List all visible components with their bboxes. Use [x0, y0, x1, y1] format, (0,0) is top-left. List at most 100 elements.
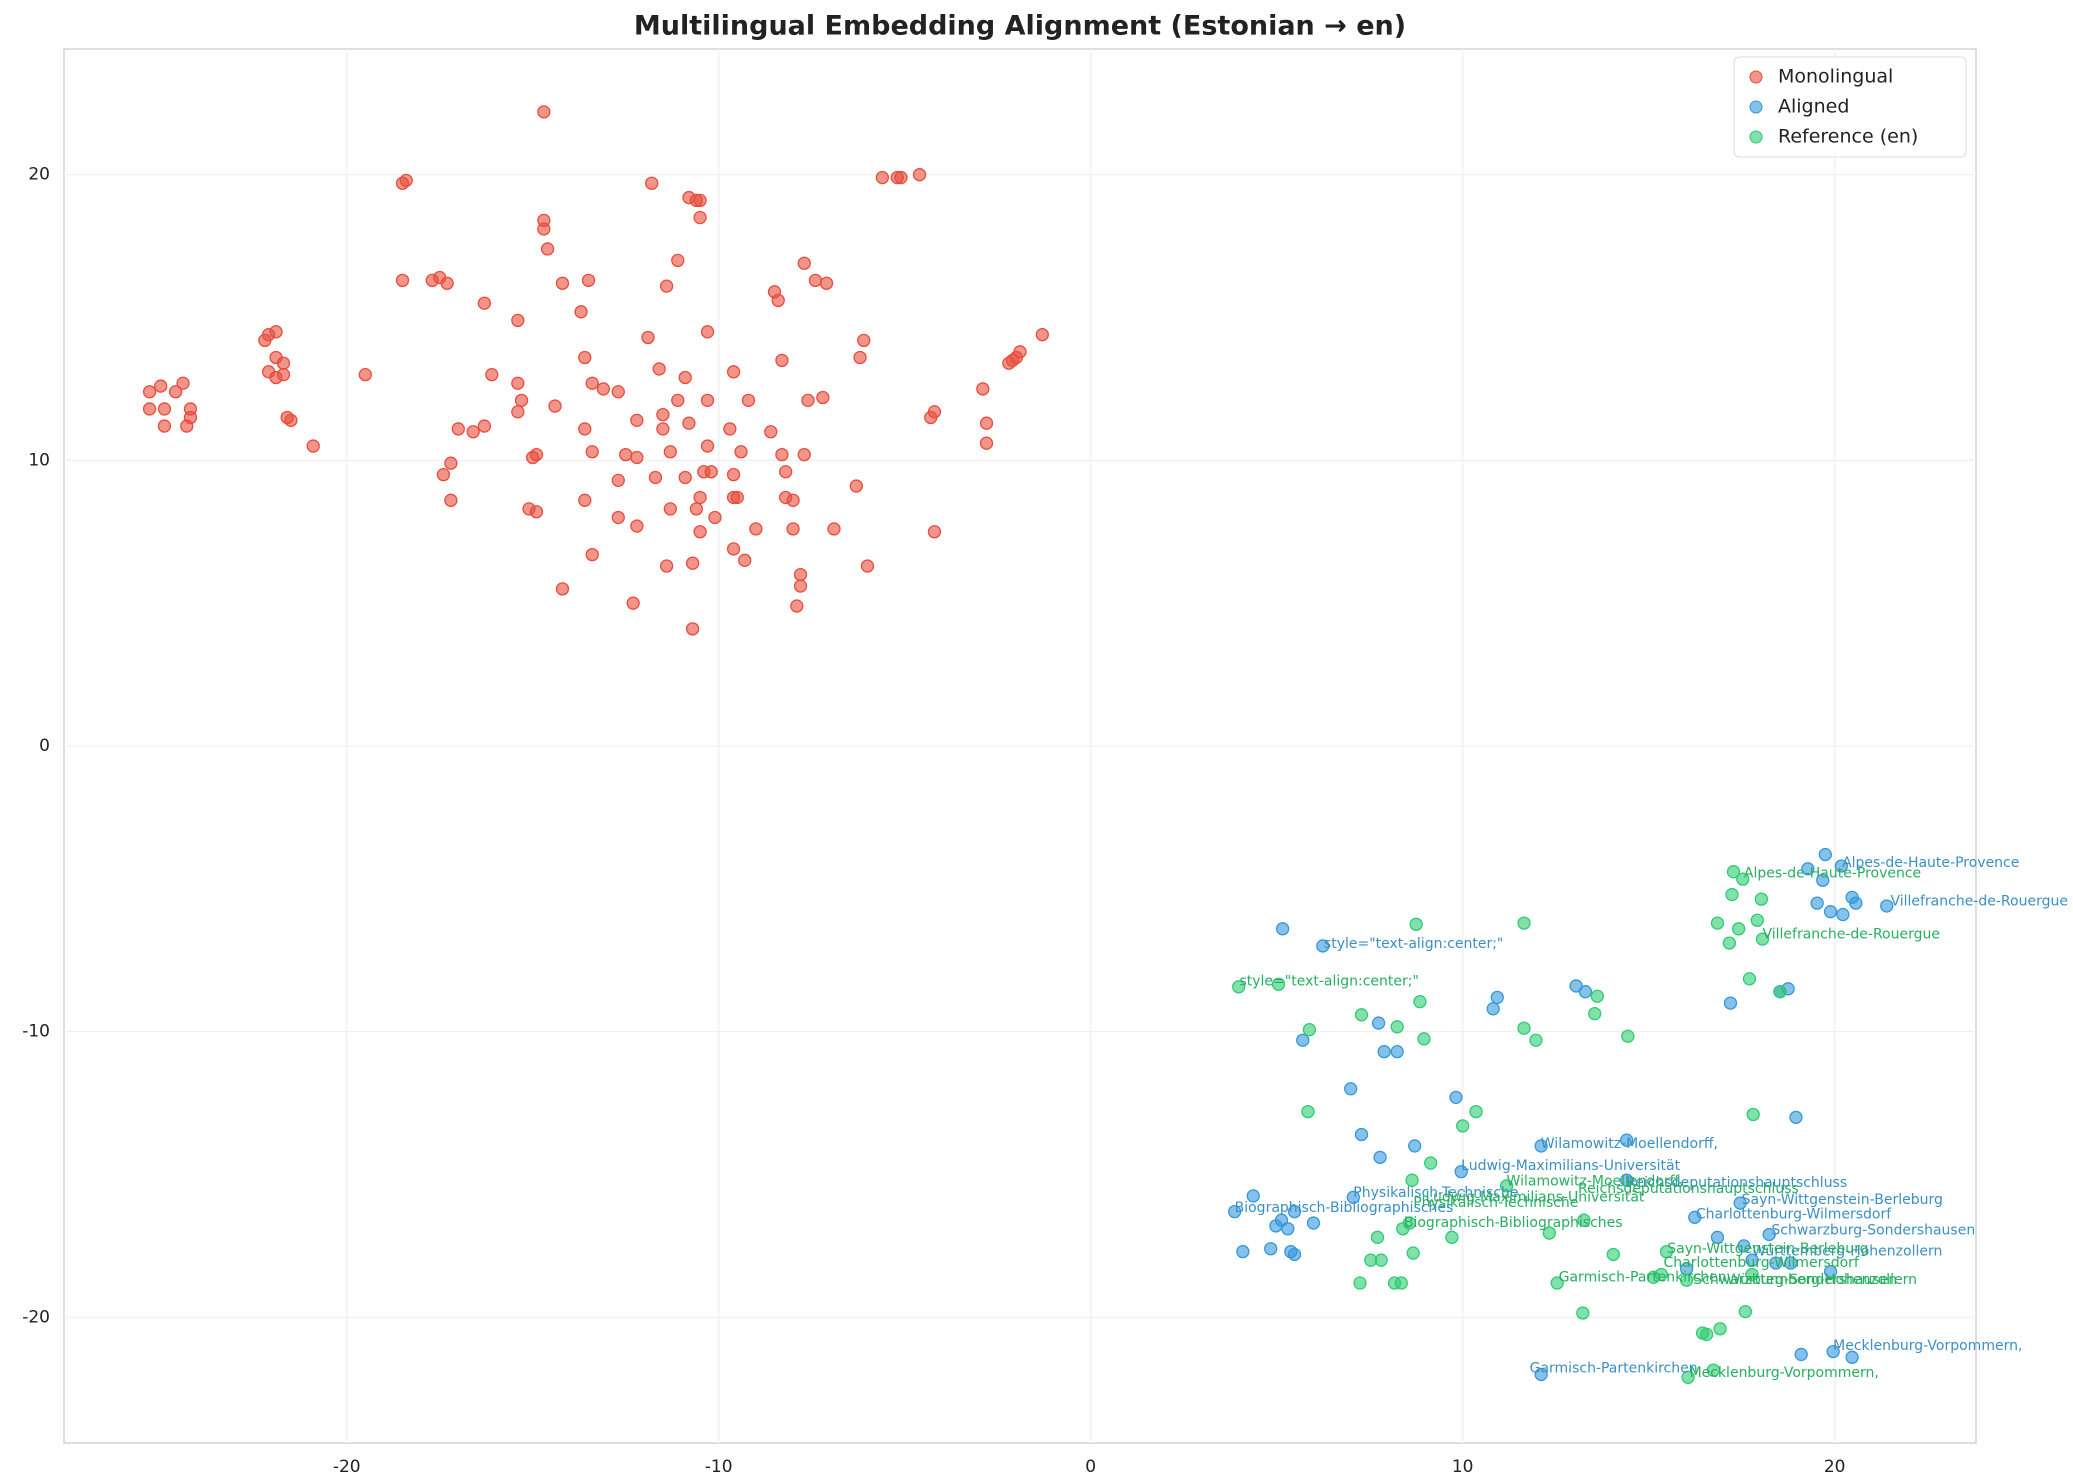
point [1773, 985, 1787, 999]
point [1732, 922, 1746, 936]
point [1725, 887, 1739, 902]
point [1750, 913, 1764, 927]
point [1823, 1264, 1838, 1279]
point [399, 173, 413, 188]
annotation: Alpes-de-Haute-Provence [1842, 855, 2019, 871]
point [440, 276, 454, 290]
point [630, 450, 644, 465]
point [1710, 916, 1725, 930]
point [1377, 1045, 1391, 1059]
point [1801, 862, 1815, 876]
annotation: Biographisch-Bibliographisches [1235, 1200, 1454, 1216]
point [1816, 873, 1830, 887]
point [1409, 917, 1423, 931]
point [1679, 1273, 1694, 1287]
point [1517, 1021, 1531, 1035]
point [1517, 916, 1531, 930]
point [1646, 1270, 1661, 1284]
point [1620, 1133, 1634, 1147]
point [142, 385, 157, 399]
point [1880, 899, 1894, 913]
point [585, 547, 599, 562]
annotation: Ludwig-Maximilians-Universität [1425, 1189, 1644, 1205]
point [801, 393, 815, 408]
point [689, 502, 704, 516]
point [1621, 1029, 1635, 1043]
point [581, 273, 596, 288]
point [927, 525, 942, 539]
point [778, 465, 793, 479]
point [790, 599, 804, 613]
point [819, 276, 834, 290]
point [771, 293, 785, 308]
point [1374, 1253, 1388, 1267]
point [1035, 328, 1049, 342]
annotation: Sayn-Wittgenstein-Berleburg [1742, 1192, 1943, 1208]
point [700, 393, 715, 408]
point [477, 419, 491, 433]
point [358, 367, 372, 382]
point [857, 333, 871, 348]
point [1287, 1204, 1302, 1219]
point [656, 422, 670, 436]
point [269, 325, 283, 339]
point [1588, 1007, 1602, 1021]
point [1826, 1344, 1840, 1359]
point [786, 522, 800, 536]
point [1390, 1020, 1404, 1034]
point [1394, 1276, 1408, 1290]
annotation: Biographisch-Bibliographisches [1404, 1215, 1623, 1231]
annotation: Charlottenburg-Wilmersdorf [1696, 1206, 1892, 1222]
point [1745, 1267, 1759, 1282]
legend-label: Monolingual [1778, 66, 1893, 88]
point [1454, 1164, 1468, 1179]
point [466, 425, 480, 439]
point [1302, 1023, 1317, 1037]
point [1659, 1244, 1674, 1259]
point [436, 467, 451, 482]
point [183, 410, 198, 425]
point [1688, 1210, 1702, 1224]
point [537, 105, 551, 119]
point [630, 413, 644, 428]
point [1755, 932, 1770, 946]
point [723, 422, 737, 436]
x-tick-label: -20 [333, 1457, 361, 1477]
point [1576, 1306, 1590, 1320]
point [678, 470, 692, 485]
point [578, 422, 592, 436]
point [927, 405, 942, 419]
point [808, 273, 823, 288]
legend-label: Reference (en) [1778, 126, 1918, 148]
point [1762, 1227, 1776, 1242]
x-tick-label: -10 [705, 1457, 733, 1477]
point [693, 490, 707, 505]
point [1745, 1253, 1759, 1267]
point [395, 273, 410, 288]
point [1818, 847, 1832, 862]
point [1529, 1033, 1543, 1047]
point [1836, 907, 1850, 922]
point [1738, 1304, 1753, 1319]
point [1281, 1222, 1295, 1236]
point [1706, 1363, 1721, 1377]
point [797, 447, 811, 462]
point [444, 493, 458, 507]
x-tick-label: 10 [1452, 1457, 1474, 1477]
point [686, 622, 700, 636]
point [663, 445, 677, 459]
y-tick-label: -20 [22, 1307, 50, 1327]
point [659, 559, 674, 573]
point [555, 582, 570, 596]
point [656, 407, 670, 422]
annotation: style="text-align:center;" [1324, 936, 1503, 952]
point [1486, 1002, 1500, 1016]
point [276, 356, 291, 370]
annotation: Wilamowitz-Moellendorff, [1541, 1136, 1718, 1152]
point [1236, 1244, 1250, 1259]
point [1769, 1256, 1783, 1270]
point [1723, 996, 1738, 1010]
point [704, 465, 718, 479]
point [652, 362, 666, 376]
